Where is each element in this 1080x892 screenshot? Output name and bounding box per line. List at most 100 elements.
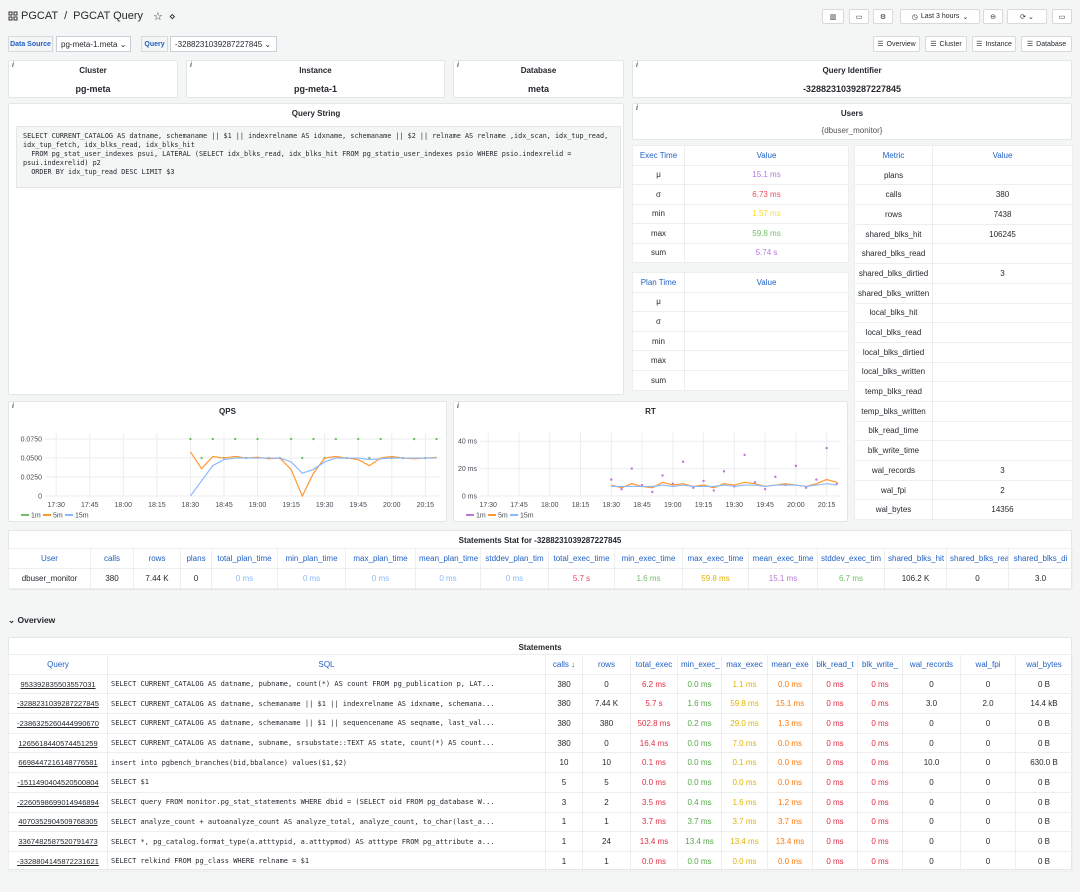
nav-link[interactable]: ☰ Overview (873, 36, 920, 52)
table-cell: 13.4 ms (630, 831, 678, 852)
table-cell: max (632, 223, 685, 244)
column-header[interactable]: shared_blks_read (946, 548, 1009, 569)
column-header[interactable]: calls ↓ (545, 654, 583, 675)
column-header[interactable]: min_plan_time (277, 548, 346, 569)
stat-panel: i Instance pg-meta-1 (186, 60, 445, 98)
query-link[interactable]: 1265618440574451259 (18, 738, 98, 748)
add-panel[interactable]: ▥ (822, 9, 844, 24)
time-picker[interactable]: ◷ Last 3 hours ⌄ (900, 9, 980, 24)
data-point (435, 437, 438, 441)
table-cell: 7.0 ms (721, 732, 768, 754)
breadcrumb-item[interactable]: PGCAT (21, 10, 59, 22)
save[interactable]: ▭ (849, 9, 869, 24)
nav-link[interactable]: ☰ Database (1021, 36, 1072, 52)
column-header[interactable]: User (8, 548, 91, 569)
column-header[interactable]: Value (684, 145, 849, 166)
info-icon[interactable]: i (12, 403, 14, 410)
info-icon[interactable]: i (190, 62, 192, 69)
column-header[interactable]: total_exec (630, 654, 678, 675)
table-cell: 2.0 (960, 693, 1016, 715)
breadcrumb-item[interactable]: PGCAT Query (73, 10, 144, 22)
column-header[interactable]: stddev_plan_tim (480, 548, 549, 569)
share-icon[interactable]: ⋄ (168, 11, 176, 23)
column-header[interactable]: Query (8, 654, 108, 675)
column-header[interactable]: Value (684, 272, 849, 293)
column-header[interactable]: rows (133, 548, 181, 569)
column-header[interactable]: blk_write_ (857, 654, 903, 675)
apps-icon[interactable] (8, 11, 18, 21)
table-cell: 14356 (932, 499, 1073, 521)
column-header[interactable]: Exec Time (632, 145, 685, 166)
column-header[interactable]: max_plan_time (345, 548, 416, 569)
info-icon[interactable]: i (636, 62, 638, 69)
star-icon[interactable]: ☆ (153, 11, 163, 23)
variable-dropdown[interactable]: -3288231039287227845 ⌄ (170, 36, 277, 52)
column-header[interactable]: total_exec_time (548, 548, 615, 569)
column-header[interactable]: total_plan_time (211, 548, 278, 569)
x-tick-label: 19:30 (726, 502, 744, 509)
metrics-table: Metric Value plans calls 380 rows 7438 shared_b… (854, 145, 1073, 521)
column-header[interactable]: Metric (854, 145, 933, 166)
query-link[interactable]: -2386325260444990670 (17, 718, 99, 728)
refresh[interactable]: ⟳ ⌄ (1007, 9, 1047, 24)
legend-label: 15m (520, 513, 534, 520)
y-tick-label: 0.0750 (21, 437, 43, 444)
column-header[interactable]: min_exec_ (677, 654, 722, 675)
table-cell: SELECT CURRENT_CATALOG AS datname, pubna… (107, 673, 546, 695)
table-cell: 0.0 ms (767, 772, 813, 793)
table-cell: sum (632, 369, 685, 391)
column-header[interactable]: wal_records (902, 654, 961, 675)
column-header[interactable]: blk_read_t (812, 654, 858, 675)
settings[interactable]: ⚙ (873, 9, 893, 24)
column-header[interactable]: shared_blks_di (1008, 548, 1073, 569)
info-icon[interactable]: i (457, 403, 459, 410)
column-header[interactable]: mean_plan_time (415, 548, 481, 569)
column-header[interactable]: calls (90, 548, 134, 569)
column-header[interactable]: min_exec_time (614, 548, 683, 569)
column-header[interactable]: wal_bytes (1015, 654, 1073, 675)
data-point (412, 437, 416, 441)
column-header[interactable]: max_exec (721, 654, 768, 675)
variable-dropdown[interactable]: pg-meta-1.meta ⌄ (56, 36, 131, 52)
tv-mode[interactable]: ▭ (1052, 9, 1072, 24)
info-icon[interactable]: i (457, 62, 459, 69)
column-header[interactable]: mean_exec_time (748, 548, 818, 569)
table-cell: 1.1 ms (721, 673, 768, 695)
info-icon[interactable]: i (636, 105, 638, 112)
table-cell: 13.4 ms (767, 831, 813, 852)
column-header[interactable]: stddev_exec_tim (817, 548, 885, 569)
column-header[interactable]: plans (180, 548, 212, 569)
column-header[interactable]: Plan Time (632, 272, 685, 293)
column-header[interactable]: max_exec_time (682, 548, 749, 569)
table-row: σ (632, 311, 849, 332)
chart-panel: i QPS 0 0.0250 0.0500 0.0750 17:30 17:45 18:00 18… (8, 401, 447, 522)
query-link[interactable]: 4070352904509768305 (18, 817, 98, 827)
nav-link[interactable]: ☰ Cluster (925, 36, 967, 52)
table-cell: 3.7 ms (677, 811, 722, 833)
data-point (794, 464, 798, 468)
table-cell: 0 B (1015, 811, 1073, 833)
table-cell: -2386325260444990670 (8, 713, 108, 734)
variable-label: Data Source (8, 36, 53, 52)
nav-link[interactable]: ☰ Instance (972, 36, 1016, 52)
query-link[interactable]: -2260598699014946894 (17, 797, 99, 807)
query-link[interactable]: 3367482587520791473 (18, 837, 98, 847)
series-line (189, 451, 437, 498)
column-header[interactable]: Value (932, 145, 1073, 166)
query-link[interactable]: -3328804145872231621 (17, 856, 99, 866)
query-link[interactable]: 6698447216148776581 (18, 758, 98, 768)
zoom-out[interactable]: ⊖ (983, 9, 1003, 24)
row-header[interactable]: ⌄ Overview (8, 615, 56, 625)
table-cell: 1 (545, 811, 583, 833)
column-header[interactable]: wal_fpi (960, 654, 1016, 675)
info-icon[interactable]: i (12, 62, 14, 69)
table-cell (932, 400, 1073, 422)
nav-link-text: Cluster (939, 40, 962, 48)
column-header[interactable]: shared_blks_hit (884, 548, 947, 569)
column-header[interactable]: SQL (107, 654, 546, 675)
query-link[interactable]: 953392835503557031 (20, 679, 96, 689)
query-link[interactable]: -1511490404520500804 (17, 777, 99, 787)
query-link[interactable]: -3288231039287227845 (17, 699, 99, 709)
column-header[interactable]: mean_exe (767, 654, 813, 675)
column-header[interactable]: rows (582, 654, 631, 675)
